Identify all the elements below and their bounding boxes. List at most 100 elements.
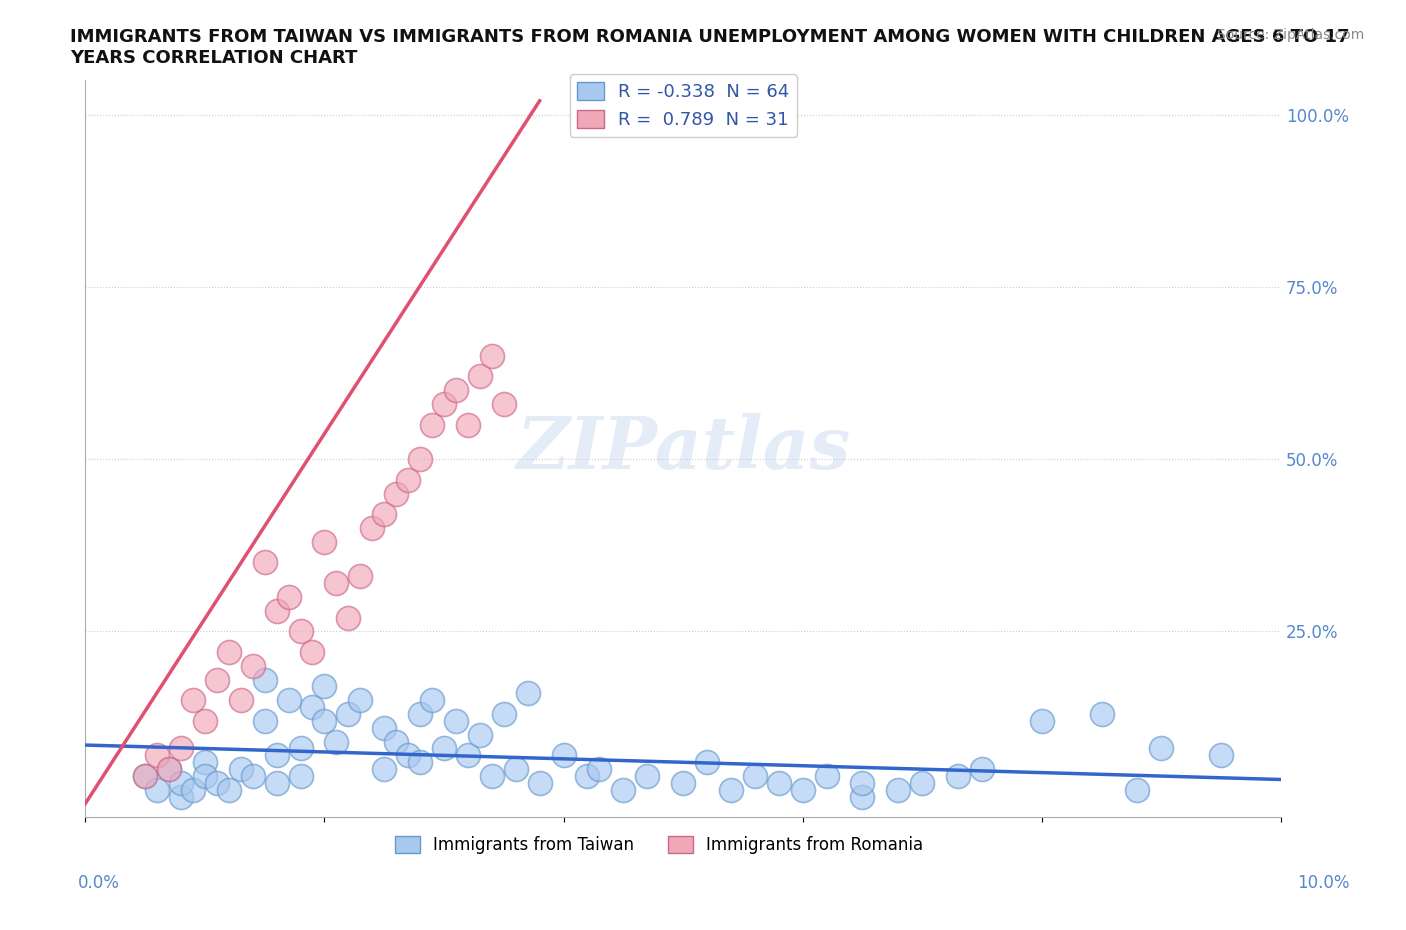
Point (349, 693, 371, 708)
Point (337, 610, 360, 625)
Point (768, 776, 790, 790)
Point (396, 472, 419, 487)
Point (349, 569, 371, 584)
Text: ZIPatlas: ZIPatlas (516, 413, 851, 485)
Point (170, 776, 193, 790)
Point (134, 768, 156, 783)
Point (301, 644, 323, 659)
Point (433, 741, 456, 756)
Point (218, 782, 240, 797)
Point (420, 418, 443, 432)
Point (851, 790, 873, 804)
Point (396, 748, 419, 763)
Text: 10.0%: 10.0% (1298, 874, 1350, 892)
Point (588, 762, 610, 777)
Point (266, 604, 288, 618)
Point (481, 768, 503, 783)
Point (134, 768, 156, 783)
Point (911, 776, 934, 790)
Point (266, 748, 288, 763)
Point (444, 383, 467, 398)
Point (290, 624, 312, 639)
Point (170, 790, 193, 804)
Point (720, 782, 742, 797)
Text: IMMIGRANTS FROM TAIWAN VS IMMIGRANTS FROM ROMANIA UNEMPLOYMENT AMONG WOMEN WITH : IMMIGRANTS FROM TAIWAN VS IMMIGRANTS FRO… (70, 28, 1350, 67)
Point (205, 672, 228, 687)
Point (636, 768, 658, 783)
Point (373, 507, 395, 522)
Point (325, 734, 347, 749)
Point (468, 369, 491, 384)
Point (253, 672, 276, 687)
Point (792, 782, 814, 797)
Point (194, 713, 217, 728)
Point (457, 418, 479, 432)
Point (157, 762, 180, 777)
Point (373, 762, 395, 777)
Point (529, 776, 551, 790)
Text: Source: ZipAtlas.com: Source: ZipAtlas.com (1216, 28, 1364, 42)
Point (242, 768, 264, 783)
Point (1091, 707, 1114, 722)
Point (468, 727, 491, 742)
Point (337, 707, 360, 722)
Point (672, 776, 695, 790)
Legend: Immigrants from Taiwan, Immigrants from Romania: Immigrants from Taiwan, Immigrants from … (388, 830, 929, 860)
Point (290, 741, 312, 756)
Point (253, 555, 276, 570)
Point (194, 768, 217, 783)
Point (181, 693, 204, 708)
Text: 0.0%: 0.0% (77, 874, 120, 892)
Point (505, 762, 527, 777)
Point (1126, 782, 1149, 797)
Point (314, 679, 336, 694)
Point (970, 762, 993, 777)
Point (205, 776, 228, 790)
Point (385, 486, 408, 501)
Point (218, 644, 240, 659)
Point (314, 535, 336, 550)
Point (242, 658, 264, 673)
Point (696, 755, 718, 770)
Point (146, 782, 169, 797)
Point (290, 768, 312, 783)
Point (277, 693, 299, 708)
Point (170, 741, 193, 756)
Point (946, 768, 969, 783)
Point (385, 734, 408, 749)
Point (481, 349, 503, 364)
Point (277, 590, 299, 604)
Point (1150, 741, 1173, 756)
Point (325, 576, 347, 591)
Point (815, 768, 838, 783)
Point (553, 748, 575, 763)
Point (229, 693, 252, 708)
Point (361, 521, 384, 536)
Point (612, 782, 634, 797)
Point (157, 762, 180, 777)
Point (301, 699, 323, 714)
Point (851, 776, 873, 790)
Point (516, 686, 538, 701)
Point (229, 762, 252, 777)
Point (887, 782, 910, 797)
Point (194, 755, 217, 770)
Point (409, 707, 432, 722)
Point (744, 768, 766, 783)
Point (181, 782, 204, 797)
Point (409, 755, 432, 770)
Point (576, 768, 599, 783)
Point (266, 776, 288, 790)
Point (1031, 713, 1053, 728)
Point (253, 713, 276, 728)
Point (314, 713, 336, 728)
Point (433, 396, 456, 411)
Point (492, 707, 515, 722)
Point (373, 721, 395, 736)
Point (444, 713, 467, 728)
Point (457, 748, 479, 763)
Point (420, 693, 443, 708)
Point (492, 396, 515, 411)
Point (146, 748, 169, 763)
Point (1211, 748, 1233, 763)
